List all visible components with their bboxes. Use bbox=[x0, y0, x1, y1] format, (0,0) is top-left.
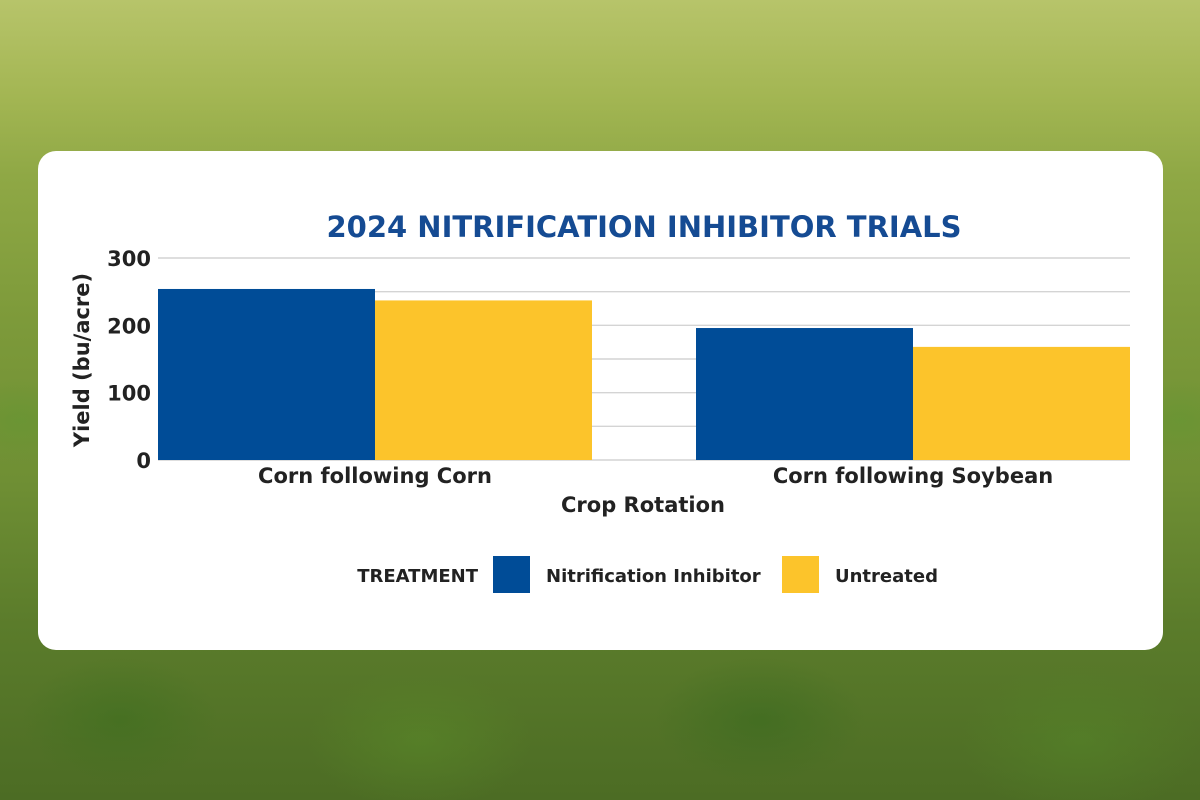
y-tick-label: 300 bbox=[107, 247, 151, 271]
legend-title: TREATMENT bbox=[357, 566, 479, 587]
bar-chart: 2024 NITRIFICATION INHIBITOR TRIALS 0 100… bbox=[70, 210, 1130, 593]
category-label: Corn following Soybean bbox=[773, 464, 1053, 488]
category-labels: Corn following Corn Corn following Soybea… bbox=[258, 464, 1053, 488]
legend-swatch bbox=[493, 556, 530, 593]
chart-card: 2024 NITRIFICATION INHIBITOR TRIALS 0 100… bbox=[38, 151, 1163, 650]
bar bbox=[158, 288, 375, 460]
bar bbox=[913, 346, 1130, 460]
y-tick-label: 0 bbox=[136, 449, 151, 473]
x-axis-label: Crop Rotation bbox=[561, 493, 725, 517]
category-label: Corn following Corn bbox=[258, 464, 492, 488]
legend-swatch bbox=[782, 556, 819, 593]
legend-label: Untreated bbox=[835, 566, 938, 587]
bar bbox=[375, 300, 592, 460]
legend-label: Nitrification Inhibitor bbox=[546, 566, 761, 587]
y-axis-label: Yield (bu/acre) bbox=[70, 273, 94, 448]
y-tick-label: 100 bbox=[107, 382, 151, 406]
y-tick-label: 200 bbox=[107, 314, 151, 338]
bar bbox=[696, 328, 913, 460]
y-tick-labels: 0 100 200 300 bbox=[107, 247, 151, 473]
bars bbox=[158, 288, 1130, 460]
legend: TREATMENT Nitrification Inhibitor Untreat… bbox=[357, 556, 938, 593]
chart-title: 2024 NITRIFICATION INHIBITOR TRIALS bbox=[326, 210, 961, 244]
